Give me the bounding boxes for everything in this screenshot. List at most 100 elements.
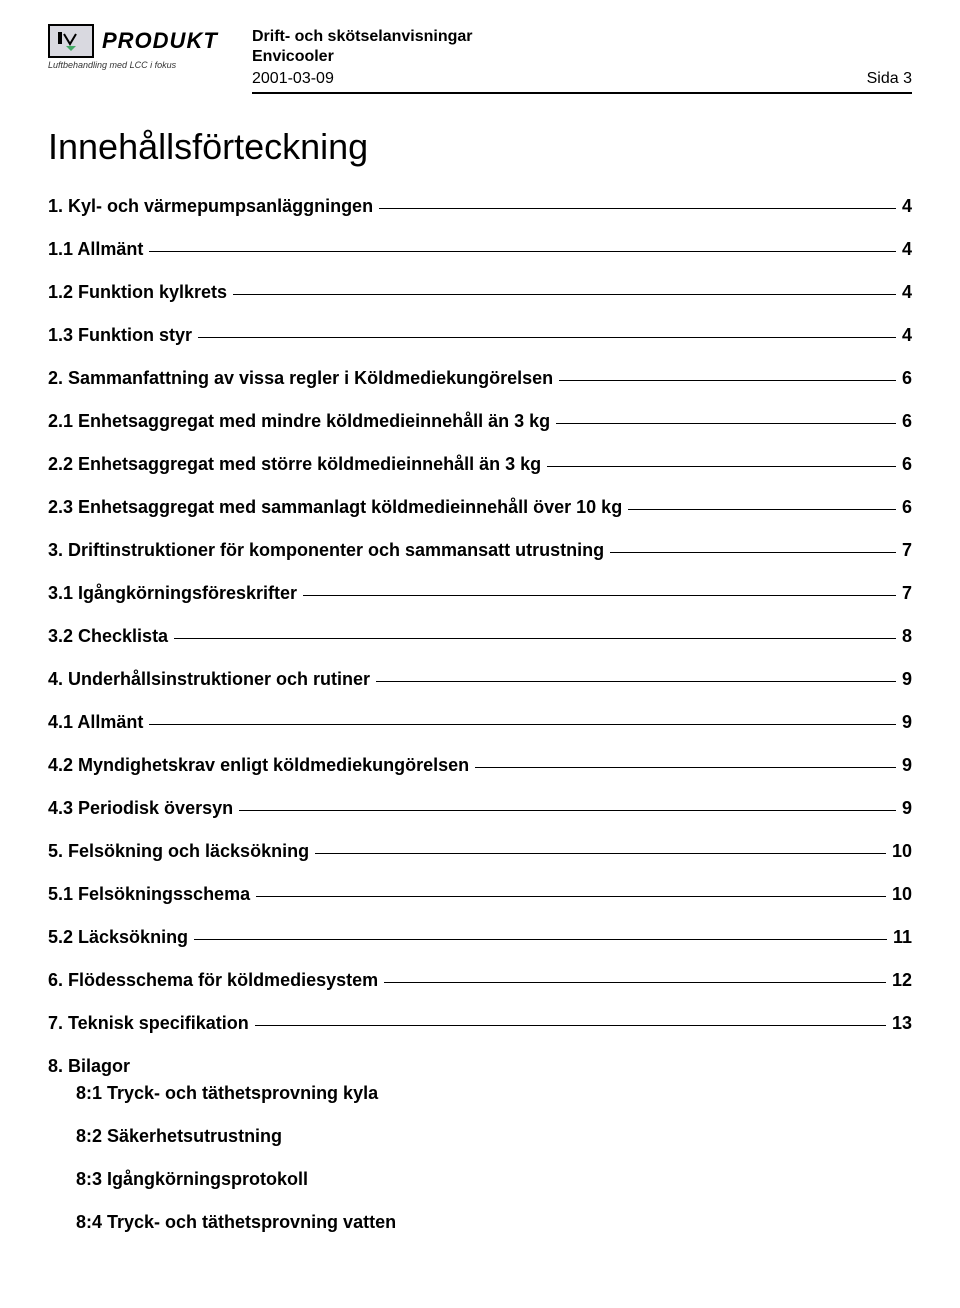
logo-tagline: Luftbehandling med LCC i fokus — [48, 60, 228, 70]
toc-page: 9 — [902, 798, 912, 819]
toc-row: 6. Flödesschema för köldmediesystem 12 — [48, 970, 912, 991]
header-doc-subtitle: Envicooler — [252, 48, 912, 66]
toc-row: 5. Felsökning och läcksökning 10 — [48, 841, 912, 862]
toc-label: 3.1 Igångkörningsföreskrifter — [48, 583, 297, 604]
toc-row: 7. Teknisk specifikation 13 — [48, 1013, 912, 1034]
toc-page: 9 — [902, 669, 912, 690]
toc-page: 6 — [902, 497, 912, 518]
appendix-item: 8:2 Säkerhetsutrustning — [76, 1126, 912, 1147]
toc-label: 2.1 Enhetsaggregat med mindre köldmediei… — [48, 411, 550, 432]
toc-row: 4. Underhållsinstruktioner och rutiner 9 — [48, 669, 912, 690]
toc-row: 2. Sammanfattning av vissa regler i Köld… — [48, 368, 912, 389]
toc-leader — [149, 251, 896, 252]
toc-leader — [315, 853, 886, 854]
toc-label: 8. Bilagor — [48, 1056, 130, 1077]
toc-label: 1. Kyl- och värmepumpsanläggningen — [48, 196, 373, 217]
toc-row: 5.1 Felsökningsschema 10 — [48, 884, 912, 905]
toc-leader — [610, 552, 896, 553]
toc-leader — [475, 767, 896, 768]
toc-leader — [379, 208, 896, 209]
toc-label: 7. Teknisk specifikation — [48, 1013, 249, 1034]
toc-page: 8 — [902, 626, 912, 647]
toc-leader — [198, 337, 896, 338]
toc-row: 5.2 Läcksökning 11 — [48, 927, 912, 948]
toc-label: 4.2 Myndighetskrav enligt köldmediekungö… — [48, 755, 469, 776]
toc-page: 6 — [902, 368, 912, 389]
logo-brand-text: PRODUKT — [102, 28, 218, 54]
toc-page: 4 — [902, 196, 912, 217]
toc-page: 10 — [892, 884, 912, 905]
toc-label: 5.1 Felsökningsschema — [48, 884, 250, 905]
toc-leader — [384, 982, 886, 983]
logo-block: PRODUKT Luftbehandling med LCC i fokus — [48, 24, 228, 70]
header-meta-row: 2001-03-09 Sida 3 — [252, 70, 912, 88]
appendix-list: 8:1 Tryck- och täthetsprovning kyla 8:2 S… — [48, 1083, 912, 1233]
toc-leader — [174, 638, 896, 639]
logo-svg-icon — [56, 30, 86, 52]
toc-label: 1.1 Allmänt — [48, 239, 143, 260]
toc-leader — [149, 724, 896, 725]
appendix-item: 8:4 Tryck- och täthetsprovning vatten — [76, 1212, 912, 1233]
document-header: PRODUKT Luftbehandling med LCC i fokus D… — [48, 24, 912, 94]
toc-row: 4.2 Myndighetskrav enligt köldmediekungö… — [48, 755, 912, 776]
toc-row: 3.1 Igångkörningsföreskrifter 7 — [48, 583, 912, 604]
toc-page: 4 — [902, 239, 912, 260]
toc-page: 9 — [902, 755, 912, 776]
toc-leader — [376, 681, 896, 682]
appendix-item: 8:1 Tryck- och täthetsprovning kyla — [76, 1083, 912, 1104]
toc-leader — [303, 595, 896, 596]
toc-leader — [233, 294, 896, 295]
toc-label: 2.3 Enhetsaggregat med sammanlagt köldme… — [48, 497, 622, 518]
logo-mark-icon — [48, 24, 94, 58]
toc-leader — [547, 466, 896, 467]
toc-row: 2.3 Enhetsaggregat med sammanlagt köldme… — [48, 497, 912, 518]
toc-label: 1.2 Funktion kylkrets — [48, 282, 227, 303]
toc-page: 7 — [902, 583, 912, 604]
toc-label: 3.2 Checklista — [48, 626, 168, 647]
toc-page: 4 — [902, 325, 912, 346]
toc-row: 3.2 Checklista 8 — [48, 626, 912, 647]
toc-page: 12 — [892, 970, 912, 991]
toc-row: 1. Kyl- och värmepumpsanläggningen 4 — [48, 196, 912, 217]
toc-page: 4 — [902, 282, 912, 303]
toc-row: 1.2 Funktion kylkrets 4 — [48, 282, 912, 303]
toc-page: 6 — [902, 411, 912, 432]
toc-row: 4.1 Allmänt 9 — [48, 712, 912, 733]
toc-leader — [239, 810, 896, 811]
toc-row: 1.3 Funktion styr 4 — [48, 325, 912, 346]
table-of-contents: 1. Kyl- och värmepumpsanläggningen41.1 A… — [48, 196, 912, 1077]
toc-label: 4.1 Allmänt — [48, 712, 143, 733]
header-date: 2001-03-09 — [252, 70, 334, 88]
toc-row: 2.2 Enhetsaggregat med större köldmediei… — [48, 454, 912, 475]
toc-row: 1.1 Allmänt 4 — [48, 239, 912, 260]
toc-leader — [559, 380, 896, 381]
header-center: Drift- och skötselanvisningar Envicooler… — [252, 24, 912, 94]
toc-label: 3. Driftinstruktioner för komponenter oc… — [48, 540, 604, 561]
toc-page: 11 — [893, 927, 912, 948]
toc-page: 10 — [892, 841, 912, 862]
toc-row: 8. Bilagor — [48, 1056, 912, 1077]
toc-leader — [256, 896, 886, 897]
toc-row: 3. Driftinstruktioner för komponenter oc… — [48, 540, 912, 561]
toc-label: 2.2 Enhetsaggregat med större köldmediei… — [48, 454, 541, 475]
toc-label: 6. Flödesschema för köldmediesystem — [48, 970, 378, 991]
logo-top: PRODUKT — [48, 24, 228, 58]
header-rule — [252, 92, 912, 94]
toc-label: 5.2 Läcksökning — [48, 927, 188, 948]
toc-leader — [556, 423, 896, 424]
toc-leader — [194, 939, 887, 940]
toc-page: 9 — [902, 712, 912, 733]
toc-label: 4. Underhållsinstruktioner och rutiner — [48, 669, 370, 690]
toc-leader — [628, 509, 896, 510]
toc-label: 2. Sammanfattning av vissa regler i Köld… — [48, 368, 553, 389]
toc-page: 7 — [902, 540, 912, 561]
toc-row: 4.3 Periodisk översyn 9 — [48, 798, 912, 819]
toc-label: 5. Felsökning och läcksökning — [48, 841, 309, 862]
header-doc-title: Drift- och skötselanvisningar — [252, 28, 912, 46]
toc-page: 13 — [892, 1013, 912, 1034]
toc-row: 2.1 Enhetsaggregat med mindre köldmediei… — [48, 411, 912, 432]
toc-label: 1.3 Funktion styr — [48, 325, 192, 346]
page-title: Innehållsförteckning — [48, 126, 912, 168]
toc-leader — [255, 1025, 886, 1026]
toc-label: 4.3 Periodisk översyn — [48, 798, 233, 819]
